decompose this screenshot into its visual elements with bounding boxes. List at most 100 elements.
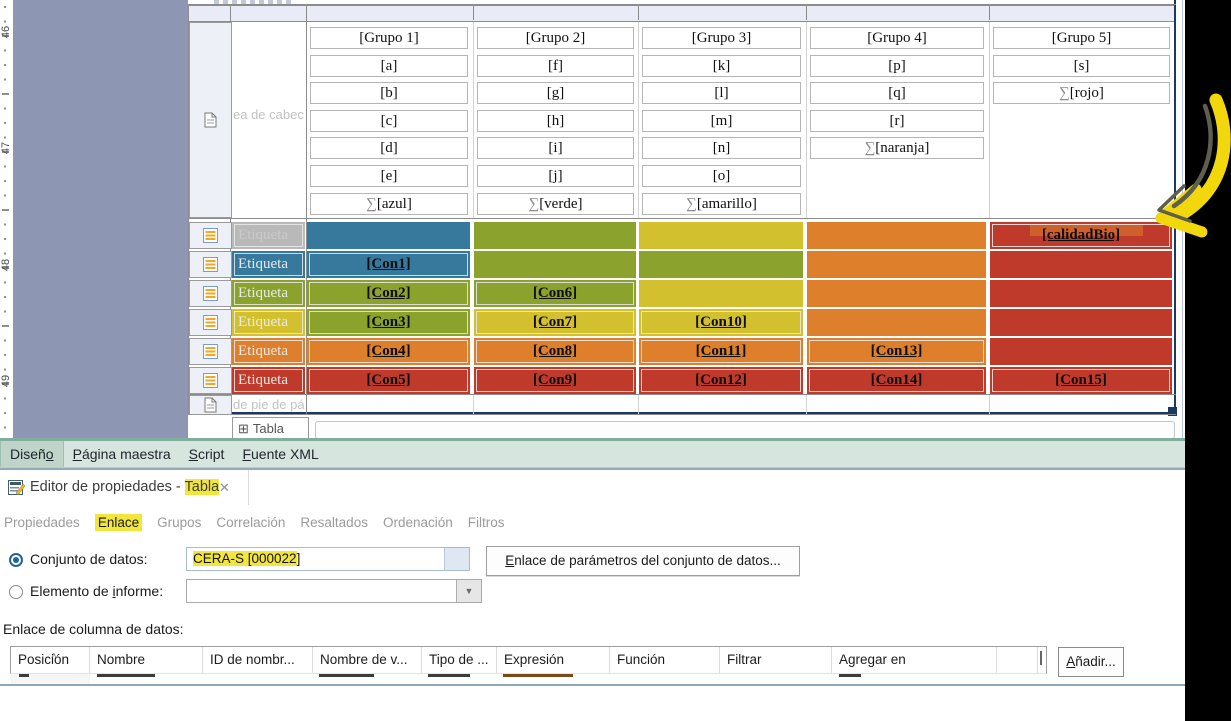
column-header-id-de-nombr-[interactable]: ID de nombr... (203, 647, 313, 673)
table-element-tab[interactable]: ⊞ Tabla (232, 417, 309, 440)
detail-row-handle[interactable] (189, 309, 232, 336)
property-tab-grupos[interactable]: Grupos (157, 514, 202, 530)
dataset-parameters-button[interactable]: Enlace de parámetros del conjunto de dat… (486, 546, 800, 576)
column-header-empty[interactable] (997, 647, 1038, 673)
header-cell-grupo-2[interactable]: ∑[verde] (477, 193, 634, 215)
row-label-cell[interactable]: Etiqueta (232, 251, 305, 278)
data-cell[interactable] (807, 309, 986, 336)
header-cell-grupo-1[interactable]: ∑[azul] (310, 193, 468, 215)
combo-arrow-icon[interactable]: ▼ (456, 580, 481, 602)
header-cell-grupo-3[interactable]: [n] (642, 137, 801, 159)
data-cell[interactable]: [Con1] (307, 251, 470, 278)
header-cell-grupo-3[interactable]: [Grupo 3] (642, 27, 801, 49)
header-cell-grupo-4[interactable]: ∑[naranja] (810, 137, 984, 159)
property-tab-propiedades[interactable]: Propiedades (4, 514, 80, 530)
table-selection-handle[interactable] (1168, 407, 1177, 416)
data-cell[interactable] (474, 251, 636, 278)
property-tab-filtros[interactable]: Filtros (467, 514, 505, 530)
header-cell-grupo-2[interactable]: [g] (477, 82, 634, 104)
add-binding-button[interactable]: Añadir... (1058, 647, 1124, 677)
header-cell-grupo-1[interactable]: [c] (310, 110, 468, 132)
design-tab-script[interactable]: Script (188, 446, 225, 462)
data-cell[interactable]: [Con14] (807, 367, 986, 394)
column-header-agregar-en[interactable]: Agregar en (832, 647, 997, 673)
column-header-funci-n[interactable]: Función (610, 647, 720, 673)
data-cell[interactable] (990, 338, 1172, 365)
row-label-cell[interactable]: Etiqueta (232, 309, 305, 336)
header-cell-grupo-4[interactable]: [p] (810, 55, 984, 77)
header-cell-grupo-1[interactable]: [d] (310, 137, 468, 159)
table-column-handle-row[interactable] (188, 5, 1176, 22)
data-cell[interactable]: [Con4] (307, 338, 470, 365)
report-item-radio[interactable] (9, 585, 23, 599)
header-cell-grupo-1[interactable]: [e] (310, 165, 468, 187)
data-cell[interactable]: [Con9] (474, 367, 636, 394)
header-cell-grupo-5[interactable]: ∑[rojo] (993, 82, 1170, 104)
data-cell[interactable]: [Con3] (307, 309, 470, 336)
header-cell-grupo-2[interactable]: [Grupo 2] (477, 27, 634, 49)
row-label-cell[interactable]: Etiqueta (232, 367, 305, 394)
column-header-nombre[interactable]: Nombre (90, 647, 203, 673)
data-cell[interactable]: [Con5] (307, 367, 470, 394)
header-cell-grupo-1[interactable]: [a] (310, 55, 468, 77)
data-cell[interactable]: [Con10] (639, 309, 803, 336)
data-cell[interactable] (807, 251, 986, 278)
detail-row-handle[interactable] (189, 280, 232, 307)
data-cell[interactable]: [Con13] (807, 338, 986, 365)
header-cell-grupo-3[interactable]: [m] (642, 110, 801, 132)
data-cell[interactable] (807, 222, 986, 249)
data-cell[interactable] (639, 222, 803, 249)
header-cell-grupo-3[interactable]: [o] (642, 165, 801, 187)
data-cell[interactable] (990, 309, 1172, 336)
column-binding-partial-row[interactable] (11, 674, 1045, 684)
close-icon[interactable]: ✕ (219, 480, 230, 495)
table-header-row-handle[interactable] (189, 22, 232, 218)
header-cell-grupo-3[interactable]: ∑[amarillo] (642, 193, 801, 215)
header-cell-grupo-2[interactable]: [j] (477, 165, 634, 187)
header-cell-grupo-1[interactable]: [Grupo 1] (310, 27, 468, 49)
table-scrollbar-thumb[interactable] (1040, 651, 1042, 665)
header-cell-grupo-5[interactable]: [s] (993, 55, 1170, 77)
data-cell[interactable]: [Con8] (474, 338, 636, 365)
property-tab-resaltados[interactable]: Resaltados (300, 514, 368, 530)
data-cell[interactable]: [Con15] (990, 367, 1172, 394)
header-cell-grupo-4[interactable]: [r] (810, 110, 984, 132)
data-cell[interactable]: [Con2] (307, 280, 470, 307)
design-tab-fuente-xml[interactable]: Fuente XML (242, 446, 319, 462)
design-tab-dise-o[interactable]: Diseño (0, 441, 64, 467)
detail-row-handle[interactable] (189, 338, 232, 365)
data-cell[interactable] (990, 280, 1172, 307)
header-cell-grupo-1[interactable]: [b] (310, 82, 468, 104)
data-cell[interactable]: [calidadBio] (990, 222, 1172, 249)
data-cell[interactable] (807, 280, 986, 307)
row-label-cell[interactable]: Etiqueta (232, 222, 305, 249)
detail-row-handle[interactable] (189, 367, 232, 394)
row-label-cell[interactable]: Etiqueta (232, 338, 305, 365)
column-header-filtrar[interactable]: Filtrar (720, 647, 832, 673)
design-tab-p-gina-maestra[interactable]: Página maestra (72, 446, 171, 462)
property-tab-correlaci-n[interactable]: Correlación (216, 514, 286, 530)
table-footer-row-handle[interactable] (189, 395, 232, 415)
detail-row-handle[interactable] (189, 222, 232, 249)
header-cell-grupo-2[interactable]: [h] (477, 110, 634, 132)
property-tab-ordenaci-n[interactable]: Ordenación (382, 514, 453, 530)
header-cell-grupo-2[interactable]: [i] (477, 137, 634, 159)
data-cell[interactable] (639, 251, 803, 278)
header-cell-grupo-4[interactable]: [Grupo 4] (810, 27, 984, 49)
dataset-radio[interactable] (9, 553, 23, 567)
header-cell-grupo-3[interactable]: [l] (642, 82, 801, 104)
header-cell-grupo-4[interactable]: [q] (810, 82, 984, 104)
dataset-combo[interactable]: CERA-S [000022] (186, 547, 470, 571)
horizontal-scrollbar[interactable] (315, 421, 1175, 439)
header-cell-grupo-3[interactable]: [k] (642, 55, 801, 77)
column-header-tipo-de-[interactable]: Tipo de ... (422, 647, 497, 673)
column-header-expresi-n[interactable]: Expresión (497, 647, 610, 673)
property-tab-enlace[interactable]: Enlace (94, 513, 143, 531)
detail-row-handle[interactable] (189, 251, 232, 278)
row-label-cell[interactable]: Etiqueta (232, 280, 305, 307)
header-cell-grupo-5[interactable]: [Grupo 5] (993, 27, 1170, 49)
data-cell[interactable]: [Con12] (639, 367, 803, 394)
data-cell[interactable] (639, 280, 803, 307)
data-cell[interactable] (307, 222, 470, 249)
data-cell[interactable] (474, 222, 636, 249)
